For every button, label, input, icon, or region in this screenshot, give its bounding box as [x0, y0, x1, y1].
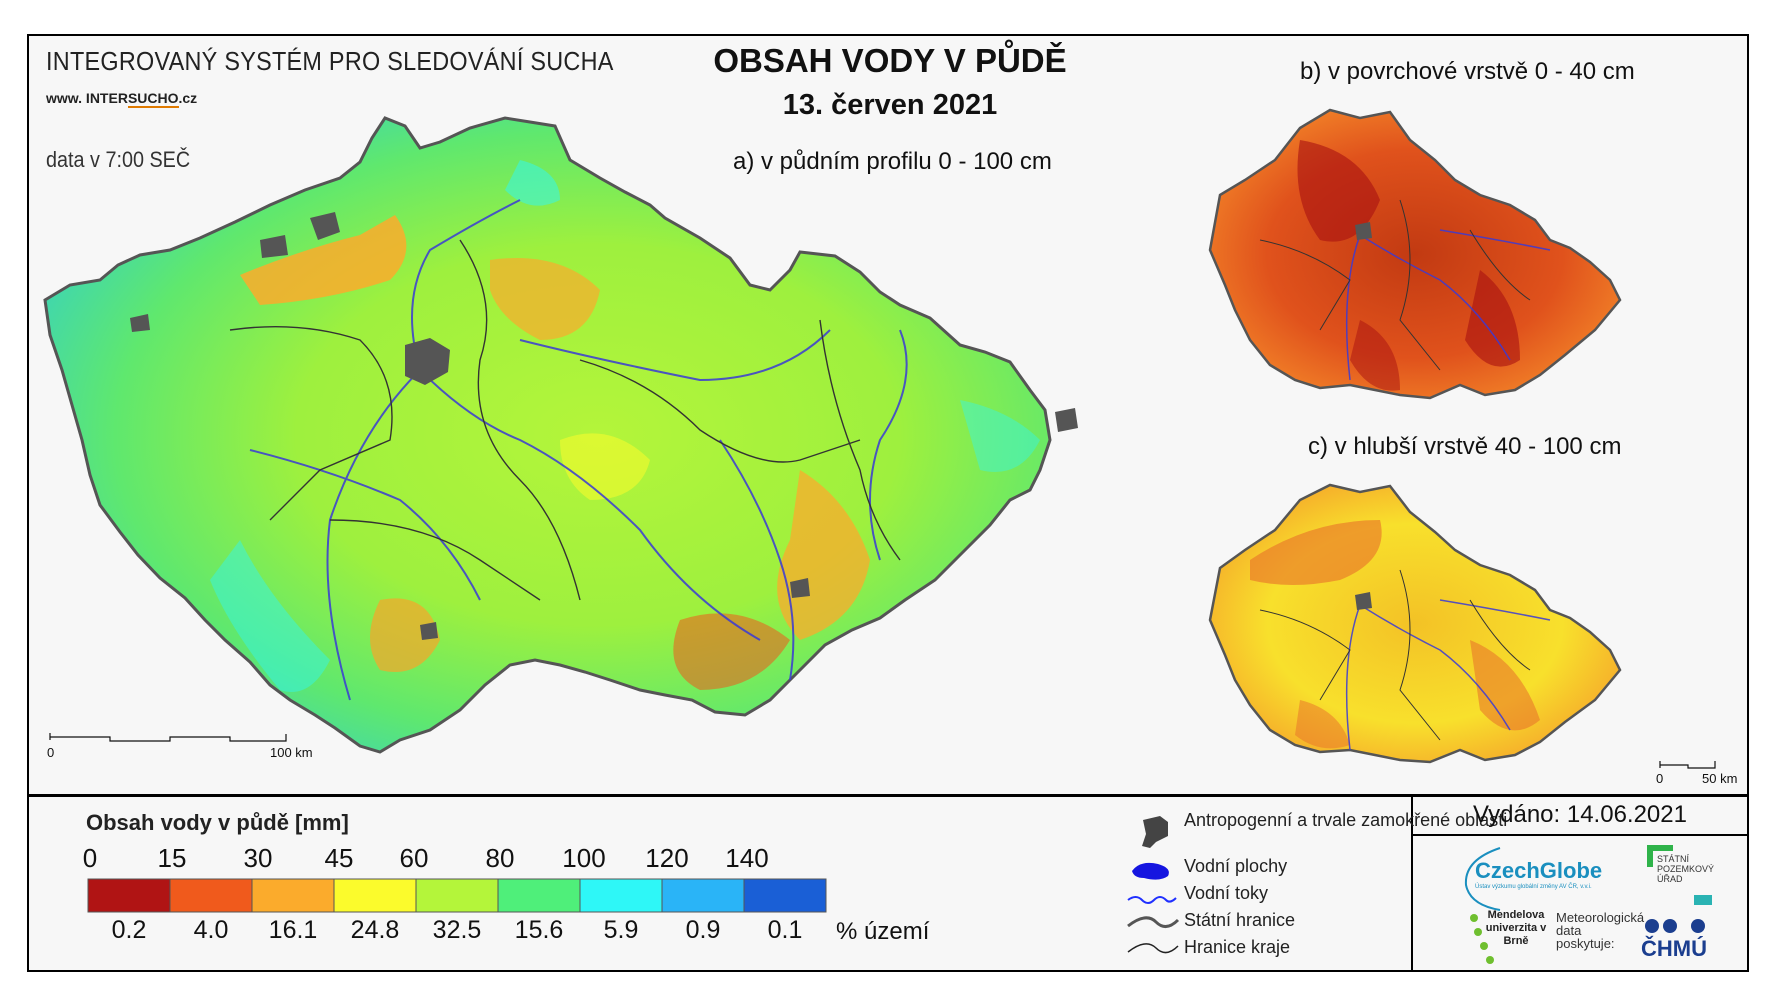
data-time: data v 7:00 SEČ: [46, 147, 191, 172]
issued-date: Vydáno: 14.06.2021: [1473, 801, 1687, 828]
scale-bar-main: [49, 733, 287, 742]
map-c-label: c) v hlubší vrstvě 40 - 100 cm: [1308, 433, 1622, 460]
legend-item-rivers: Vodní toky: [1184, 883, 1269, 903]
state-border-icon: [1127, 916, 1180, 928]
legend-percent: 32.5: [432, 916, 482, 944]
website-link[interactable]: www. INTERSUCHO.cz: [46, 90, 198, 108]
scale-small-end: 50 km: [1702, 771, 1738, 786]
legend-title: Obsah vody v půdě [mm]: [86, 810, 349, 835]
legend-percent: 0.1: [767, 916, 803, 944]
spu-logo-icon: [1647, 845, 1712, 905]
issued-separator-horizontal: [1411, 834, 1749, 836]
map-a-label: a) v půdním profilu 0 - 100 cm: [733, 148, 1052, 175]
czechglobe-logo-icon: [1464, 847, 1501, 911]
map-b-label: b) v povrchové vrstvě 0 - 40 cm: [1300, 58, 1635, 85]
legend-tick: 60: [399, 843, 429, 873]
percent-unit: % území: [836, 918, 930, 945]
czechglobe-logo: CzechGlobe: [1475, 858, 1603, 883]
region-border-icon: [1127, 943, 1179, 954]
map-b: [1208, 108, 1622, 400]
legend-tick: 120: [645, 843, 689, 873]
issued-separator-vertical: [1411, 794, 1413, 972]
czechglobe-subtitle: Ústav výzkumu globální změny AV ČR, v.v.…: [1475, 884, 1592, 890]
legend-tick: 0: [82, 843, 98, 873]
scale-main-end: 100 km: [270, 745, 313, 760]
legend-percent: 4.0: [193, 916, 229, 944]
urban-area-icon: [1142, 816, 1168, 848]
legend-swatch: [169, 878, 253, 913]
scale-small-start: 0: [1656, 771, 1664, 786]
legend-tick: 140: [725, 843, 769, 873]
page-date: 13. červen 2021: [782, 89, 998, 121]
legend-item-water: Vodní plochy: [1184, 856, 1288, 876]
legend-percent: 16.1: [268, 916, 318, 944]
mendel-logo-icon: [1470, 914, 1494, 964]
legend-color-bar: [87, 878, 827, 913]
legend-percent: 15.6: [514, 916, 564, 944]
legend-percent: 24.8: [350, 916, 400, 944]
chmu-logo: ČHMÚ: [1641, 936, 1707, 961]
website-suffix: .cz: [178, 90, 198, 106]
legend-percent: 0.9: [685, 916, 721, 944]
legend-percent: 5.9: [603, 916, 639, 944]
meteo-data-note: Meteorologická data poskytuje:: [1556, 910, 1645, 951]
legend-item-state-border: Státní hranice: [1184, 910, 1296, 930]
river-icon: [1127, 896, 1177, 904]
legend-swatch: [87, 878, 171, 913]
legend-tick: 30: [243, 843, 273, 873]
legend-separator: [27, 794, 1749, 797]
page-title: OBSAH VODY V PŮDĚ: [713, 42, 1067, 79]
map-c: [1208, 483, 1622, 764]
legend-tick: 15: [157, 843, 187, 873]
website-brand: SUCHO: [127, 90, 179, 108]
legend-tick: 80: [485, 843, 515, 873]
legend-swatch: [251, 878, 335, 913]
scale-bar-small: [1659, 761, 1716, 769]
map-a: [43, 116, 1078, 754]
scale-main-start: 0: [47, 745, 55, 760]
legend-swatch: [661, 878, 745, 913]
legend-item-urban: Antropogenní a trvale zamokřené oblasti: [1184, 810, 1508, 830]
water-body-icon: [1132, 862, 1169, 880]
legend-swatch: [497, 878, 581, 913]
legend-tick: 45: [324, 843, 354, 873]
legend-swatch: [579, 878, 663, 913]
legend-percent: 0.2: [111, 916, 147, 944]
legend-swatch: [333, 878, 417, 913]
website-prefix: www. INTER: [46, 90, 128, 106]
spu-logo: STÁTNÍ POZEMKOVÝ ÚŘAD: [1657, 854, 1715, 884]
legend-item-region-border: Hranice kraje: [1184, 937, 1291, 957]
legend-swatch: [415, 878, 499, 913]
chmu-logo-icon: [1645, 919, 1705, 933]
legend-tick: 100: [562, 843, 606, 873]
legend-swatch: [743, 878, 827, 913]
system-title: INTEGROVANÝ SYSTÉM PRO SLEDOVÁNÍ SUCHA: [46, 46, 614, 76]
mendel-logo: Mendelova univerzita v Brně: [1485, 909, 1547, 947]
